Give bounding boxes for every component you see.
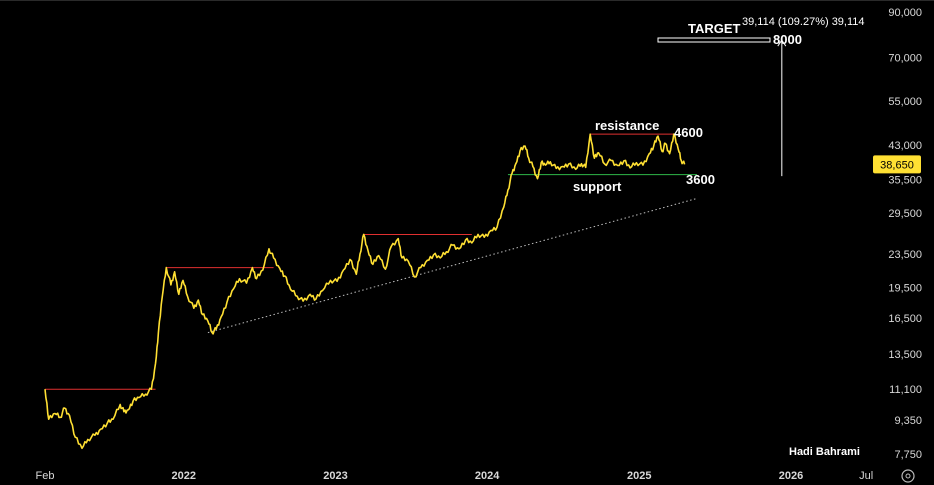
x-tick-label: 2022 xyxy=(172,470,196,482)
x-tick-label: 2024 xyxy=(475,470,500,482)
series-group xyxy=(44,133,686,450)
projection-arrow-head xyxy=(777,39,787,47)
target-measure-label: 39,114 (109.27%) 39,114 xyxy=(742,16,865,28)
y-tick-label: 9,350 xyxy=(894,415,922,427)
target-label: TARGET xyxy=(688,21,741,36)
x-tick-label: 2023 xyxy=(323,470,347,482)
y-tick-label: 90,000 xyxy=(888,7,922,19)
support-label: support xyxy=(573,179,622,194)
settings-button[interactable] xyxy=(901,469,915,483)
y-tick-label: 7,750 xyxy=(894,449,922,461)
y-tick-label: 35,500 xyxy=(888,175,922,187)
author-label: Hadi Bahrami xyxy=(789,446,860,458)
annotation-layer: resistance 4600 support 3600 TARGET 39,1… xyxy=(573,16,865,458)
y-tick-label: 43,000 xyxy=(888,140,922,152)
y-tick-label: 11,100 xyxy=(889,384,922,396)
y-tick-label: 23,500 xyxy=(888,249,922,261)
x-tick-label: 2026 xyxy=(779,470,803,482)
last-value-badge: 38,650 xyxy=(873,155,921,174)
resistance-label: resistance xyxy=(595,118,659,133)
support-value-label: 3600 xyxy=(686,172,715,187)
x-axis[interactable]: Feb 2022 2023 2024 2025 2026 Jul xyxy=(36,470,874,482)
y-tick-label: 55,000 xyxy=(888,96,922,108)
settings-icon-center xyxy=(905,473,911,479)
trendline xyxy=(207,197,698,334)
y-tick-label: 70,000 xyxy=(888,52,922,64)
last-value-label: 38,650 xyxy=(880,159,914,171)
x-tick-label: 2025 xyxy=(627,470,651,482)
settings-icon[interactable] xyxy=(901,469,915,483)
resistance-value-label: 4600 xyxy=(674,125,703,140)
drawn-levels xyxy=(44,39,787,390)
target-level-box xyxy=(657,37,771,43)
x-tick-label: Jul xyxy=(859,470,873,482)
y-tick-label: 19,500 xyxy=(888,283,922,295)
y-axis[interactable]: 7,750 9,350 11,100 13,500 16,500 19,500 23,500… xyxy=(888,7,922,461)
y-tick-label: 13,500 xyxy=(888,349,922,361)
y-tick-label: 29,500 xyxy=(888,208,922,220)
price-series-line xyxy=(44,133,686,450)
y-tick-label: 16,500 xyxy=(888,313,922,325)
x-tick-label: Feb xyxy=(36,470,55,482)
target-value-label: 8000 xyxy=(773,32,802,47)
